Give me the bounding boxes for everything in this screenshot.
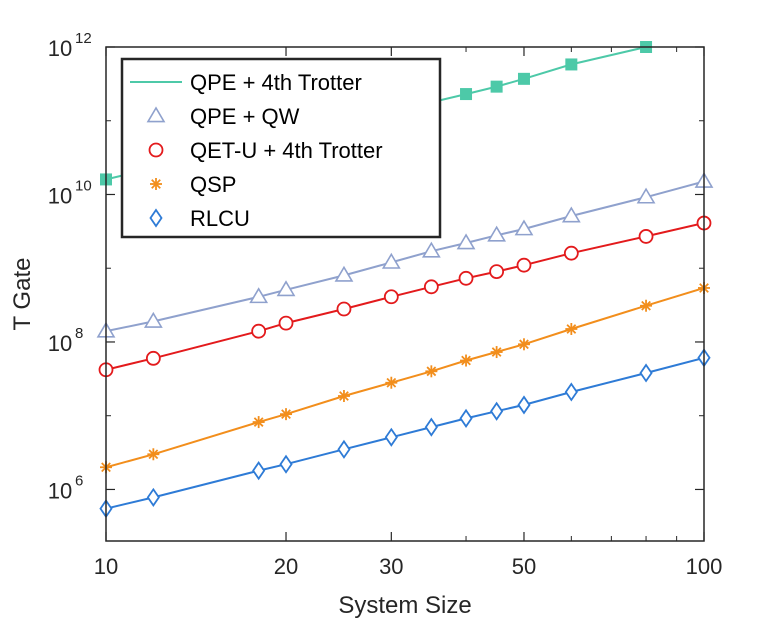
data-point-rlcu	[384, 427, 398, 447]
data-point-qet-u-4th-trotter	[489, 264, 505, 280]
data-point-rlcu	[252, 461, 266, 481]
y-tick-base: 10	[48, 183, 72, 208]
data-point-qet-u-4th-trotter	[251, 323, 267, 339]
data-point-qsp	[490, 346, 503, 359]
y-tick-label: 10 12	[48, 30, 92, 61]
data-point-qet-u-4th-trotter	[145, 350, 161, 366]
y-tick-exponent: 12	[75, 30, 92, 47]
series-qet-u-4th-trotter	[98, 215, 712, 378]
legend-key-marker	[149, 208, 163, 228]
data-point-qet-u-4th-trotter	[563, 245, 579, 261]
data-point-qsp	[280, 408, 293, 421]
data-point-qet-u-4th-trotter	[336, 301, 352, 317]
data-point-qsp	[425, 365, 438, 378]
data-point-rlcu	[146, 487, 160, 508]
data-point-qsp	[252, 416, 265, 429]
plot-area-frame	[105, 46, 705, 542]
data-point-qsp	[460, 354, 473, 367]
y-tick-label: 10 10	[48, 177, 92, 208]
legend-label-qpe-qw: QPE + QW	[190, 104, 300, 129]
data-point-qet-u-4th-trotter	[516, 257, 532, 273]
data-point-qpe-qw	[143, 311, 163, 328]
data-point-qet-u-4th-trotter	[423, 279, 439, 295]
data-point-qet-u-4th-trotter	[458, 270, 474, 286]
y-tick-base: 10	[48, 36, 72, 61]
data-point-qpe-qw	[514, 219, 534, 236]
x-tick-label: 50	[512, 554, 536, 579]
data-point-rlcu	[424, 417, 438, 437]
data-point-qpe-4th-trotter	[517, 72, 530, 85]
data-point-rlcu	[279, 454, 293, 474]
legend-label-qpe-trotter: QPE + 4th Trotter	[190, 70, 362, 95]
data-point-rlcu	[517, 395, 531, 415]
y-tick-exponent: 6	[75, 472, 83, 489]
data-point-qpe-qw	[334, 265, 354, 282]
data-point-rlcu	[490, 401, 504, 421]
legend-key-marker	[148, 142, 164, 158]
data-point-qpe-qw	[276, 280, 296, 297]
data-point-qet-u-4th-trotter	[638, 229, 654, 244]
data-point-qpe-qw	[249, 287, 269, 304]
legend: QPE + 4th Trotter QPE + QW QET-U + 4th T…	[120, 57, 442, 239]
legend-label-rlcu: RLCU	[190, 206, 250, 231]
y-tick-label: 10 6	[48, 472, 84, 503]
x-tick-label: 20	[274, 554, 298, 579]
data-point-qet-u-4th-trotter	[278, 315, 294, 331]
data-point-qsp	[565, 322, 578, 335]
data-point-rlcu	[639, 363, 653, 383]
data-point-qsp	[385, 376, 398, 389]
data-point-qpe-qw	[381, 252, 401, 269]
data-point-qpe-qw	[421, 241, 441, 258]
y-tick-exponent: 10	[75, 177, 92, 194]
data-point-qsp	[517, 338, 530, 351]
y-tick-exponent: 8	[75, 325, 83, 342]
data-point-qpe-qw	[487, 225, 507, 242]
y-tick-base: 10	[48, 331, 72, 356]
data-point-rlcu	[564, 382, 578, 402]
legend-label-qsp: QSP	[190, 172, 236, 197]
series-layer	[96, 41, 714, 519]
data-point-qet-u-4th-trotter	[383, 289, 399, 305]
data-point-rlcu	[459, 408, 473, 428]
data-point-rlcu	[337, 439, 351, 459]
legend-label-qet-u: QET-U + 4th Trotter	[190, 138, 383, 163]
y-tick-label: 10 8	[48, 325, 84, 356]
x-axis-title: System Size	[338, 592, 471, 619]
legend-key-marker	[146, 106, 166, 123]
legend-keys	[130, 81, 182, 228]
data-point-qsp	[147, 448, 160, 461]
data-point-qpe-4th-trotter	[565, 58, 578, 71]
y-tick-base: 10	[48, 478, 72, 503]
data-point-qsp	[640, 299, 653, 312]
x-tick-label: 10	[94, 554, 118, 579]
x-tick-label: 100	[686, 554, 723, 579]
x-tick-labels: 10 20 30 50 100	[94, 554, 723, 579]
legend-box	[120, 57, 442, 239]
data-point-qpe-qw	[456, 233, 476, 250]
y-axis-title: T Gate	[9, 258, 36, 331]
x-tick-label: 30	[379, 554, 403, 579]
data-point-qpe-4th-trotter	[460, 88, 473, 101]
data-point-qpe-qw	[561, 206, 581, 223]
data-point-qpe-4th-trotter	[490, 80, 503, 93]
legend-key-marker	[150, 178, 162, 190]
data-point-qpe-qw	[636, 187, 656, 204]
data-point-qsp	[337, 390, 350, 403]
